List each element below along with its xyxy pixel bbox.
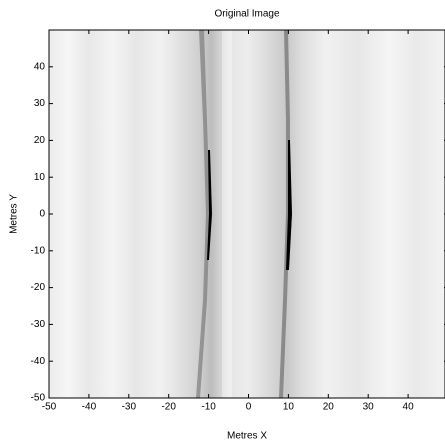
x-axis-label: Metres X bbox=[227, 431, 267, 442]
y-tick-label: 20 bbox=[34, 135, 46, 146]
image-feature bbox=[286, 140, 292, 270]
y-tick-label: -30 bbox=[31, 319, 46, 330]
x-tick-label: 20 bbox=[323, 402, 335, 413]
x-tick-label: 0 bbox=[246, 402, 252, 413]
x-tick-label: -50 bbox=[42, 402, 57, 413]
chart-title: Original Image bbox=[214, 9, 279, 20]
x-tick-label: 10 bbox=[283, 402, 295, 413]
image-feature bbox=[207, 150, 212, 260]
y-tick-label: 40 bbox=[34, 61, 46, 72]
x-tick-label: 40 bbox=[403, 402, 415, 413]
x-tick-label: -30 bbox=[122, 402, 137, 413]
y-axis-label: Metres Y bbox=[9, 194, 20, 234]
image bbox=[49, 30, 445, 398]
image-feature bbox=[222, 30, 232, 398]
image-feature bbox=[196, 30, 210, 398]
x-tick-label: 30 bbox=[363, 402, 375, 413]
x-tick-label: -10 bbox=[201, 402, 216, 413]
y-tick-label: -10 bbox=[31, 245, 46, 256]
y-tick-label: -40 bbox=[31, 356, 46, 367]
y-tick-label: 0 bbox=[39, 209, 45, 220]
y-tick-label: -20 bbox=[31, 282, 46, 293]
y-tick-label: -50 bbox=[31, 393, 46, 404]
x-tick-label: -20 bbox=[161, 402, 176, 413]
x-tick-label: -40 bbox=[82, 402, 97, 413]
image-background bbox=[49, 30, 445, 398]
y-tick-label: 10 bbox=[34, 172, 46, 183]
image-feature bbox=[279, 30, 290, 398]
y-tick-label: 30 bbox=[34, 98, 46, 109]
